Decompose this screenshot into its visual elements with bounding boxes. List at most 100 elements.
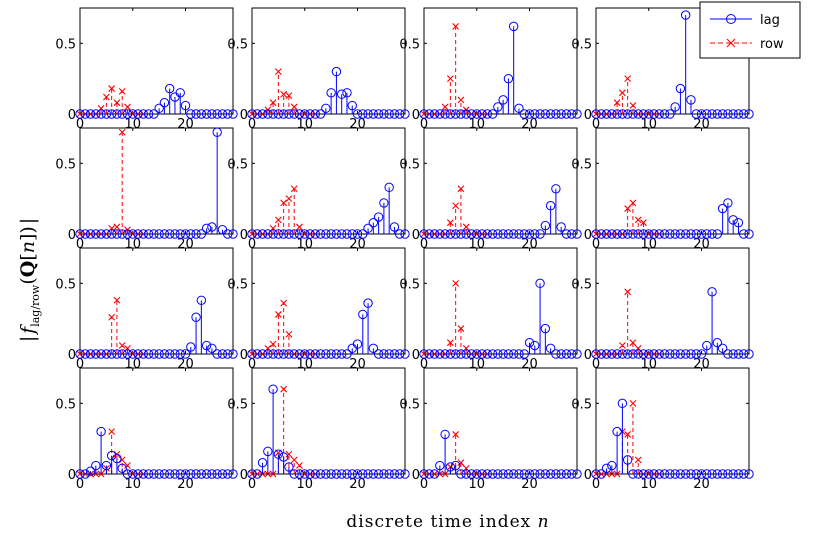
lag-marker	[659, 349, 670, 359]
row-marker	[306, 350, 314, 358]
y-tick-label: 0.5	[399, 397, 420, 412]
row-marker	[253, 230, 261, 238]
y-tick-label: 0.5	[399, 277, 420, 292]
row-marker	[87, 230, 94, 238]
lag-series	[247, 384, 410, 479]
row-marker	[97, 350, 105, 358]
lag-marker	[551, 184, 561, 194]
lag-marker	[503, 349, 514, 359]
lag-marker	[352, 109, 363, 119]
lag-marker	[268, 384, 278, 394]
lag-marker	[96, 109, 106, 119]
row-marker	[468, 350, 475, 358]
lag-marker	[336, 469, 347, 479]
lag-marker	[680, 349, 691, 359]
row-marker	[264, 230, 272, 238]
lag-marker	[503, 229, 514, 239]
lag-marker	[263, 446, 273, 457]
row-marker	[452, 279, 460, 287]
row-marker	[618, 342, 626, 349]
row-marker	[457, 325, 465, 332]
lag-marker	[315, 109, 326, 119]
lag-marker	[461, 109, 471, 119]
lag-marker	[591, 109, 601, 119]
lag-marker	[696, 349, 707, 359]
lag-marker	[217, 109, 228, 119]
lag-marker	[628, 469, 638, 479]
row-marker	[655, 350, 663, 358]
lag-marker	[85, 349, 96, 359]
lag-marker	[363, 298, 373, 308]
lag-marker	[247, 229, 257, 239]
row-marker	[290, 456, 298, 464]
row-marker	[640, 110, 647, 118]
lag-marker	[728, 109, 738, 119]
lag-marker	[601, 109, 612, 119]
lag-marker	[75, 109, 85, 119]
lag-marker	[659, 469, 670, 479]
lag-marker	[342, 229, 352, 239]
row-marker	[301, 350, 309, 358]
row-marker	[248, 110, 256, 118]
axes-box	[79, 247, 234, 355]
row-marker	[473, 230, 481, 238]
row-marker	[592, 350, 600, 358]
row-marker	[248, 470, 256, 478]
lag-marker	[530, 469, 540, 479]
row-marker	[108, 428, 116, 435]
lag-marker	[273, 229, 284, 239]
row-marker	[478, 110, 486, 118]
lag-marker	[535, 278, 545, 289]
lag-marker	[284, 462, 294, 472]
lag-marker	[472, 229, 482, 239]
lag-marker	[201, 340, 212, 351]
lag-marker	[300, 469, 310, 479]
lag-marker	[352, 229, 363, 239]
row-marker	[285, 92, 293, 100]
lag-marker	[379, 109, 389, 119]
lag-marker	[514, 103, 524, 114]
row-marker	[446, 219, 454, 227]
row-marker	[290, 350, 298, 358]
row-marker	[420, 350, 428, 358]
lag-marker	[117, 229, 127, 239]
axes-box	[251, 127, 406, 235]
x-tick-label: 0	[592, 237, 600, 252]
row-marker	[306, 470, 314, 478]
y-tick-label: 0	[584, 108, 592, 123]
lag-series	[419, 278, 582, 359]
row-marker	[301, 110, 309, 118]
lag-marker	[352, 469, 363, 479]
lag-marker	[675, 229, 686, 239]
lag-marker	[596, 349, 606, 359]
lag-marker	[435, 349, 445, 359]
row-marker	[420, 470, 428, 478]
lag-marker	[572, 349, 582, 359]
lag-marker	[440, 109, 450, 119]
lag-marker	[429, 229, 440, 239]
lag-marker	[551, 349, 561, 359]
axes-box	[595, 367, 750, 475]
lag-marker	[514, 349, 524, 359]
row-marker	[655, 230, 663, 238]
y-tick-label: 0.5	[227, 397, 248, 412]
lag-marker	[607, 229, 617, 239]
lag-marker	[278, 452, 289, 462]
lag-marker	[294, 109, 305, 119]
lag-marker	[498, 469, 508, 479]
x-tick-label: 0	[592, 117, 600, 132]
lag-marker	[263, 349, 273, 359]
row-marker	[436, 230, 444, 238]
lag-marker	[419, 349, 429, 359]
legend-label: row	[760, 37, 784, 52]
subplot-13: 0 10 20 0 0.5	[55, 367, 238, 492]
row-marker	[603, 110, 610, 118]
row-marker	[311, 350, 319, 358]
lag-marker	[294, 229, 305, 239]
lag-marker	[112, 109, 122, 119]
lag-marker	[612, 349, 622, 359]
lag-marker	[456, 469, 466, 479]
